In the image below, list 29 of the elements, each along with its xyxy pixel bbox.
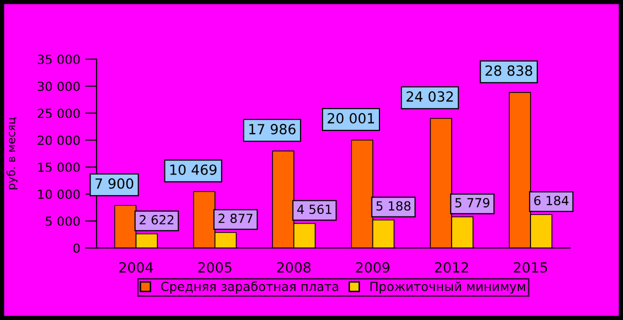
data-label: 2 877	[218, 214, 252, 224]
x-tick-label: 2004	[119, 262, 153, 273]
data-label: 10 469	[170, 164, 216, 175]
y-tick-label: 35 000	[38, 54, 80, 64]
y-tick-label: 10 000	[38, 190, 80, 199]
y-tick-label: 5 000	[46, 216, 80, 226]
y-tick-label: 25 000	[38, 108, 80, 118]
data-label: 20 001	[328, 113, 374, 124]
x-tick-label: 2005	[198, 262, 232, 273]
data-label: 17 986	[249, 124, 296, 134]
data-label: 5 188	[376, 201, 410, 211]
data-label: 24 032	[406, 91, 453, 102]
data-label: 6 184	[534, 196, 568, 206]
x-tick-label: 2015	[514, 262, 548, 273]
x-tick-label: 2012	[435, 262, 468, 273]
x-tick-label: 2009	[356, 262, 390, 273]
data-label: 5 779	[455, 198, 490, 208]
y-tick-label: 0	[73, 243, 80, 253]
data-label: 7 900	[96, 178, 134, 189]
y-tick-label: 15 000	[38, 162, 80, 172]
legend-label: Средняя заработная плата	[161, 281, 338, 294]
legend-label: Прожиточный минимум	[370, 282, 526, 294]
x-tick-label: 2008	[277, 262, 311, 273]
data-label: 2 622	[140, 215, 174, 224]
y-tick-label: 30 000	[38, 82, 80, 92]
y-tick-label: 20 000	[38, 136, 80, 146]
data-label: 4 561	[297, 204, 332, 214]
y-axis-title: руб. в месяц	[6, 118, 18, 190]
data-label: 28 838	[486, 65, 532, 76]
